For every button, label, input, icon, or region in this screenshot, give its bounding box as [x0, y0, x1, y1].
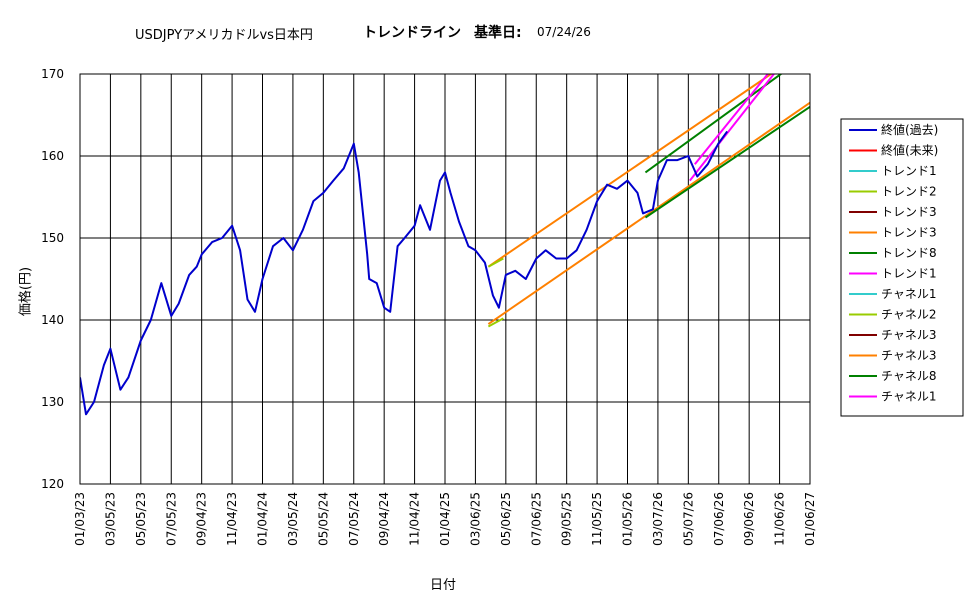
- x-tick-label: 03/05/24: [286, 492, 300, 546]
- x-tick-label: 09/04/23: [195, 492, 209, 546]
- trend-line-green-lower: [644, 105, 810, 219]
- y-tick-label: 150: [41, 231, 64, 245]
- legend-label: チャネル1: [881, 390, 937, 404]
- x-tick-label: 09/04/24: [377, 492, 391, 546]
- legend-label: チャネル3: [881, 349, 937, 363]
- x-tick-label: 05/06/25: [499, 492, 513, 546]
- chart-title: USDJPYアメリカドルvs日本円: [135, 28, 313, 43]
- trend-line-orange-upper: [487, 74, 773, 268]
- trend-line-magenta-lower: [689, 74, 776, 182]
- x-tick-label: 01/04/25: [438, 492, 452, 546]
- y-tick-label: 120: [41, 477, 64, 491]
- legend: 終値(過去) 終値(未来) トレンド1 トレンド2 トレンド3 トレンド3 トレンド8 トレン…: [840, 118, 964, 417]
- legend-label: トレンド1: [881, 267, 937, 281]
- legend-label: トレンド3: [881, 205, 937, 219]
- x-tick-label: 09/06/26: [742, 492, 756, 546]
- x-tick-label: 07/06/26: [712, 492, 726, 546]
- legend-label: トレンド1: [881, 164, 937, 178]
- x-tick-label: 03/06/25: [468, 492, 482, 546]
- x-tick-label: 05/05/24: [316, 492, 330, 546]
- plot-lines: [80, 74, 810, 416]
- legend-box: [840, 118, 964, 417]
- legend-label: 終値(過去): [881, 122, 938, 137]
- x-tick-label: 07/05/24: [347, 492, 361, 546]
- x-tick-label: 11/06/26: [773, 492, 787, 546]
- x-tick-label: 11/05/25: [590, 492, 604, 546]
- y-tick-label: 160: [41, 149, 64, 163]
- legend-label: チャネル1: [881, 287, 937, 301]
- x-tick-label: 11/04/23: [225, 492, 239, 546]
- x-tick-label: 05/07/26: [681, 492, 695, 546]
- legend-label: トレンド3: [881, 226, 937, 240]
- plot-area-frame: [79, 73, 811, 485]
- legend-label: チャネル2: [881, 308, 937, 322]
- legend-label: チャネル3: [881, 328, 937, 342]
- legend-label: トレンド8: [881, 246, 937, 260]
- chart-subtitle: トレンドライン: [363, 25, 461, 41]
- x-tick-label: 01/04/24: [256, 492, 270, 546]
- grid: [79, 73, 811, 485]
- x-tick-label: 03/05/23: [103, 492, 117, 546]
- x-tick-label: 05/05/23: [134, 492, 148, 546]
- x-axis-label: 日付: [430, 578, 457, 593]
- base-date-value: 07/24/26: [537, 25, 591, 39]
- x-tick-label: 11/04/24: [408, 492, 422, 546]
- base-date-label: 基準日:: [474, 25, 522, 41]
- y-tick-label: 130: [41, 395, 64, 409]
- axis-ticks: 120 130 140 150 160 170 01/03/23 03/05/23 05/05/…: [41, 67, 817, 546]
- trend-line-magenta-upper: [694, 74, 770, 165]
- x-tick-label: 01/03/23: [73, 492, 87, 546]
- trend-line-olive-lower: [487, 317, 504, 328]
- legend-label: チャネル8: [881, 369, 937, 383]
- y-tick-label: 170: [41, 67, 64, 81]
- y-tick-label: 140: [41, 313, 64, 327]
- trend-line-orange-lower: [487, 101, 810, 325]
- x-tick-label: 01/05/26: [621, 492, 635, 546]
- x-tick-label: 07/06/25: [529, 492, 543, 546]
- x-tick-label: 01/06/27: [803, 492, 817, 546]
- x-tick-label: 07/05/23: [164, 492, 178, 546]
- series-line-close-past: [80, 130, 729, 416]
- legend-label: 終値(未来): [881, 143, 938, 158]
- x-tick-label: 09/05/25: [560, 492, 574, 546]
- legend-label: トレンド2: [881, 185, 937, 199]
- trend-line-olive-upper: [487, 257, 504, 268]
- x-tick-label: 03/07/26: [651, 492, 665, 546]
